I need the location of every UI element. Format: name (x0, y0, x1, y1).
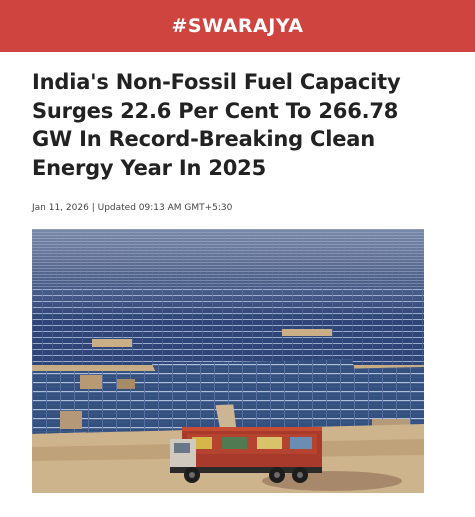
meta-separator: | (91, 203, 95, 213)
publish-date: Jan 11, 2026 (32, 203, 89, 213)
site-header: #SWARAJYA (0, 0, 475, 52)
article-hero-image[interactable] (32, 229, 424, 493)
article-meta: Jan 11, 2026 | Updated 09:13 AM GMT+5:30 (32, 203, 232, 213)
updated-time: Updated 09:13 AM GMT+5:30 (97, 203, 233, 213)
solar-farm-photo (32, 229, 424, 493)
article-headline: India's Non-Fossil Fuel Capacity Surges … (32, 70, 401, 180)
site-logo[interactable]: #SWARAJYA (171, 15, 304, 37)
